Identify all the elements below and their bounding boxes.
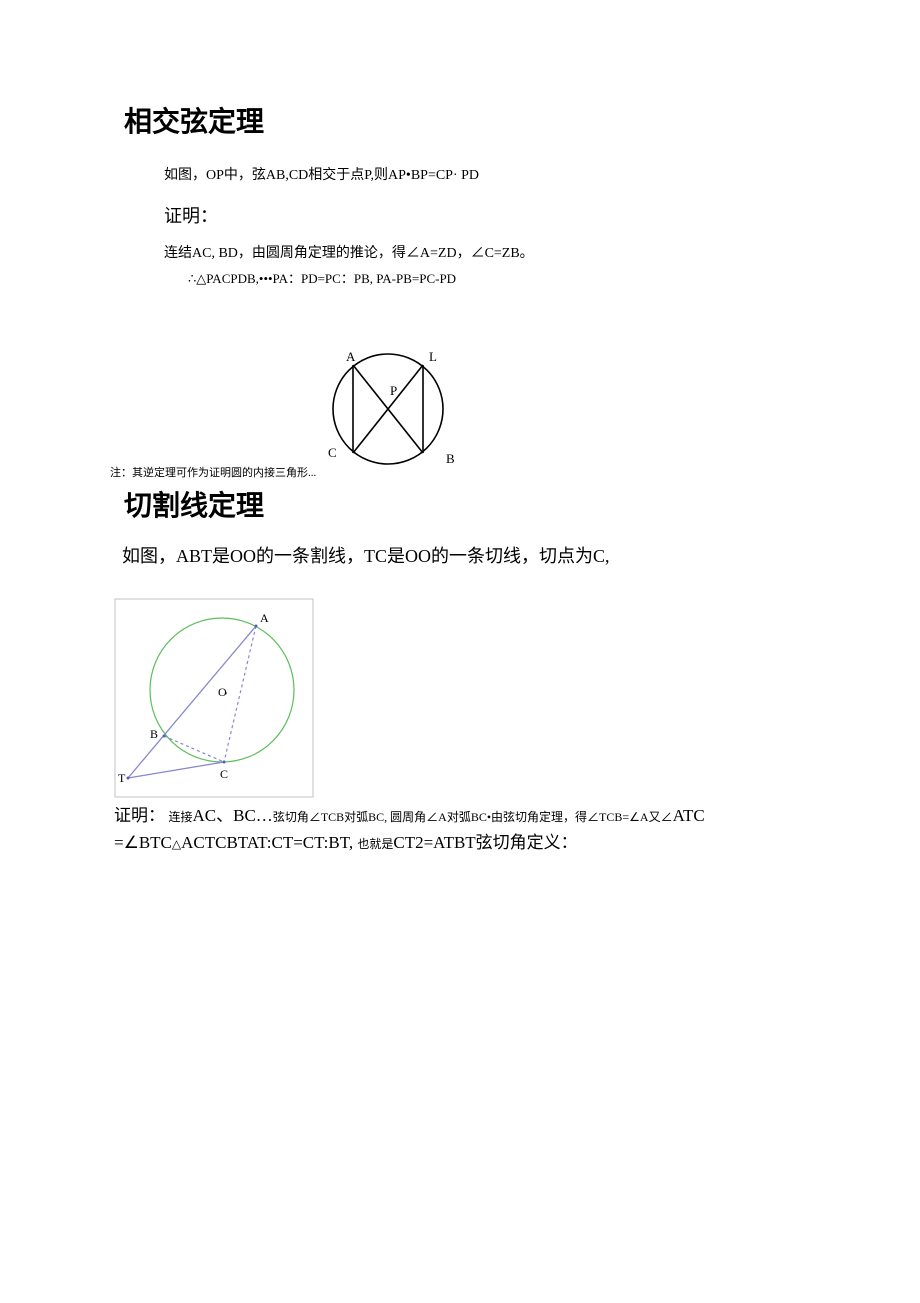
label-c: C [328, 445, 337, 460]
label-a: A [346, 349, 356, 364]
theorem-1-heading: 相交弦定理 [124, 100, 810, 140]
theorem-2-statement: 如图，ABT是OO的一条割线，TC是OO的一条切线，切点为C, [122, 542, 810, 568]
proof-2-b: AC、BC… [193, 806, 273, 825]
figure-2-wrap: O ' A B C T [114, 598, 810, 798]
proof-2-d: ATC [673, 806, 705, 825]
intersecting-chords-diagram: A L C B P [298, 337, 473, 482]
label-b: B [446, 451, 455, 466]
proof-2-l2a: =∠BTC [114, 833, 172, 852]
theorem-1-statement: 如图，OP中，弦AB,CD相交于点P,则AP•BP=CP· PD [164, 164, 810, 184]
label-a2: A [260, 611, 269, 625]
label-c2: C [220, 767, 228, 781]
label-d: L [429, 349, 437, 364]
figure-1-row: 注：其逆定理可作为证明圆的内接三角形... A L C B P [110, 337, 810, 482]
proof-1-label: 证明： [164, 202, 810, 228]
figure-1-note: 注：其逆定理可作为证明圆的内接三角形... [110, 464, 316, 480]
proof-2-c: 弦切角∠TCB对弧BC, 圆周角∠A对弧BC•由弦切角定理，得∠TCB=∠A又∠ [273, 810, 673, 824]
proof-2-prefix: 证明： [114, 806, 165, 825]
proof-2-a: 连接 [169, 810, 193, 824]
theorem-2-heading: 切割线定理 [124, 484, 810, 524]
proof-2-l2e: CT2=ATBT弦切角定义： [393, 833, 577, 852]
label-t: T [118, 771, 126, 785]
proof-2-l2c: ACTCBTAT:CT=CT:BT, [181, 833, 357, 852]
secant-tangent-diagram: O ' A B C T [114, 598, 314, 798]
proof-2-text: 证明： 连接AC、BC…弦切角∠TCB对弧BC, 圆周角∠A对弧BC•由弦切角定… [114, 802, 810, 857]
proof-1-line-2: ∴△PACPDB,•••PA：PD=PC：PB, PA-PB=PC-PD [188, 268, 810, 287]
proof-1-line-1: 连结AC, BD，由圆周角定理的推论，得∠A=ZD，∠C=ZB。 [164, 242, 810, 262]
proof-2-l2d: 也就是 [357, 837, 393, 851]
label-b2: B [150, 727, 158, 741]
proof-2-l2b: △ [172, 837, 181, 851]
label-p: P [390, 383, 397, 398]
